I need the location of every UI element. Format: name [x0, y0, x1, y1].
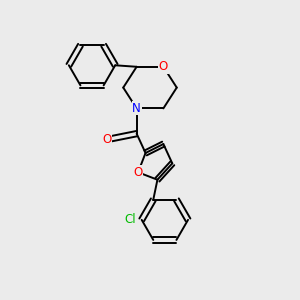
Text: Cl: Cl [124, 213, 136, 226]
Text: O: O [134, 166, 143, 179]
Text: O: O [159, 60, 168, 73]
Text: O: O [102, 133, 112, 146]
Text: N: N [132, 102, 141, 115]
